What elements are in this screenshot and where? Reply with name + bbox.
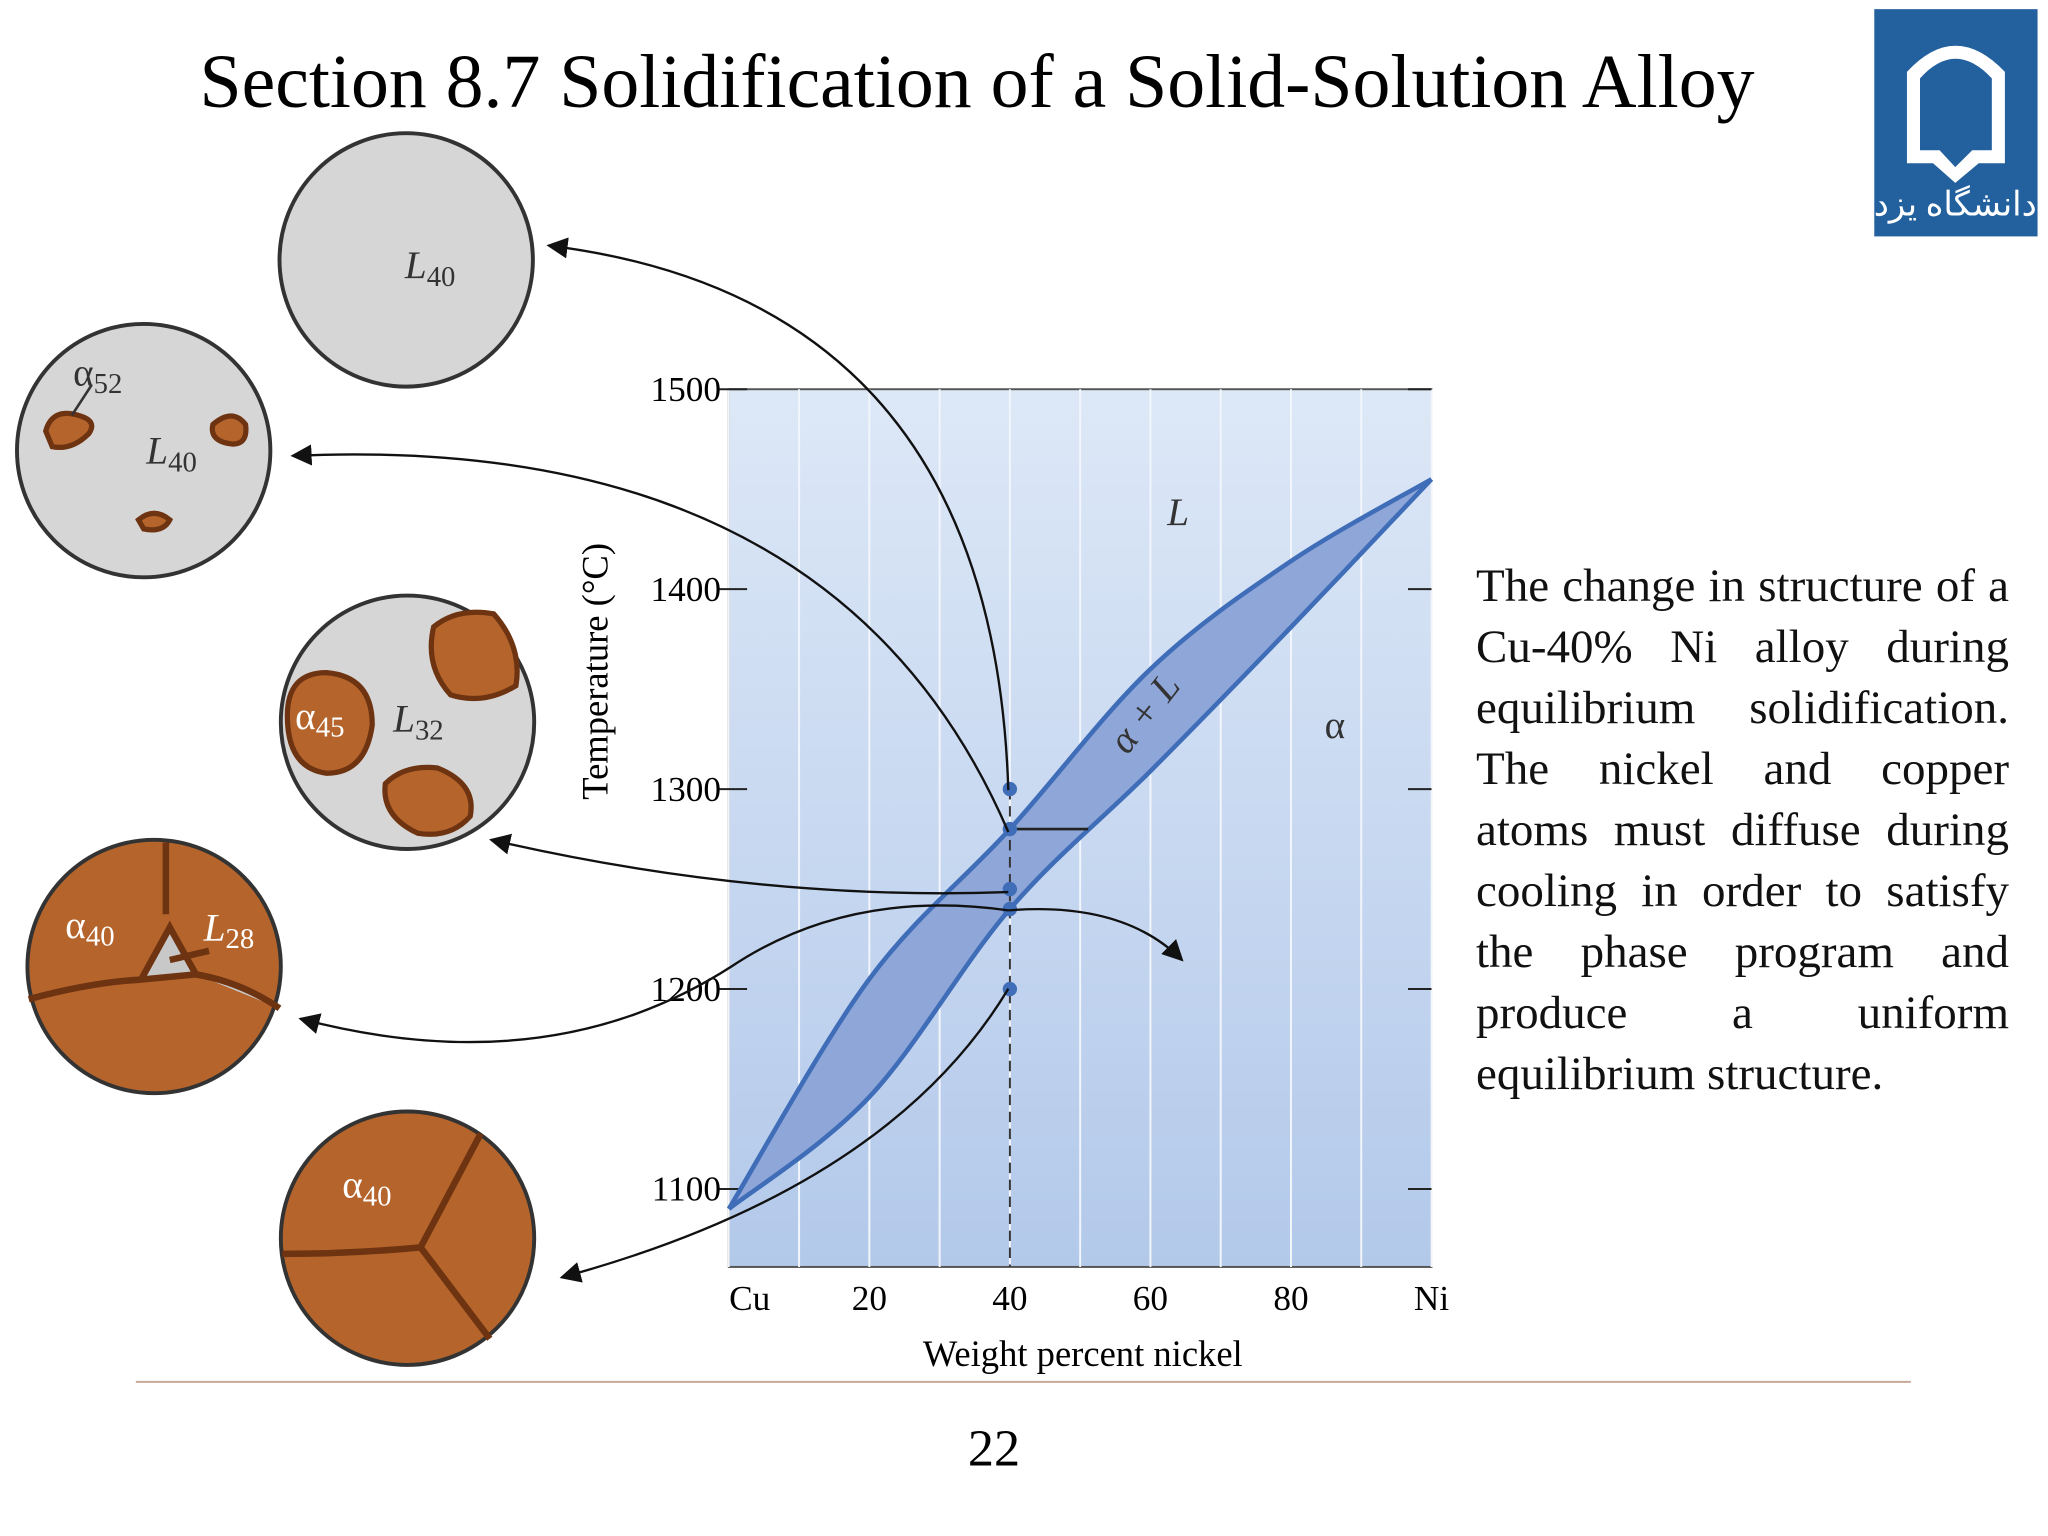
phase-label: L28 [203, 906, 255, 955]
x-axis-label: Weight percent nickel [923, 1333, 1243, 1374]
phase-subscript: 40 [427, 261, 456, 293]
arrow [489, 833, 1009, 895]
arrow [290, 444, 1010, 833]
micrograph [15, 321, 273, 580]
arrow [559, 988, 1010, 1283]
phase-symbol: L [392, 697, 415, 740]
logo-text: دانشگاه یزد [1874, 185, 2037, 225]
solidus [727, 477, 1434, 1211]
phase-label: L40 [404, 244, 456, 293]
y-tick-label: 1500 [650, 370, 721, 409]
body-text: The change in structure of a Cu-40% Ni a… [1476, 560, 2009, 1100]
phase-label: L32 [392, 697, 444, 746]
phase-subscript: 52 [94, 368, 123, 400]
x-tick-label: Cu [729, 1279, 771, 1318]
phase-symbol: α [65, 904, 86, 947]
phase-label: α40 [65, 904, 114, 953]
state-point [1002, 881, 1018, 897]
leader [70, 384, 93, 417]
state-point [1002, 781, 1018, 797]
arrow [546, 237, 1010, 791]
x-tick-label: 80 [1273, 1279, 1308, 1318]
alpha-grain [42, 410, 249, 533]
x-tick-label: 40 [992, 1279, 1027, 1318]
phase-symbol: α [295, 695, 316, 738]
arrows [290, 237, 1184, 1283]
phase-label: α45 [295, 695, 344, 744]
y-axis-label: Temperature (°C) [574, 543, 615, 800]
grain-boundary [27, 842, 282, 1012]
phase-subscript: 40 [86, 921, 115, 953]
y-tick-label: 1300 [650, 770, 721, 809]
x-tick-label: Ni [1414, 1279, 1449, 1318]
x-tick-label: 20 [852, 1279, 887, 1318]
phase-symbol: α [342, 1164, 363, 1207]
region-label: α [1325, 704, 1346, 747]
phase-symbol: α [73, 351, 94, 394]
y-tick-label: 1100 [652, 1170, 721, 1209]
phase-subscript: 45 [316, 712, 345, 744]
micrograph [277, 131, 535, 389]
phase-symbol: L [203, 906, 226, 949]
arrow [1008, 907, 1184, 962]
phase-label: α40 [342, 1164, 391, 1213]
logo: دانشگاه یزد [1874, 9, 2038, 237]
page-number: 22 [968, 1419, 1020, 1477]
arrow [298, 904, 1009, 1044]
phase-label: L40 [145, 430, 197, 479]
phase-symbol: L [404, 244, 427, 287]
grain-boundary [282, 1132, 493, 1341]
region-label: L [1166, 491, 1189, 534]
phase-symbol: L [145, 430, 168, 473]
y-tick-label: 1400 [650, 570, 721, 609]
phase-label: α52 [73, 351, 122, 400]
phase-subscript: 32 [415, 714, 444, 746]
slide-title: Section 8.7 Solidification of a Solid-So… [200, 40, 1755, 124]
phase-subscript: 28 [226, 923, 255, 955]
micrograph [278, 1109, 537, 1367]
alpha-grain [284, 609, 520, 837]
phase-subscript: 40 [363, 1181, 392, 1213]
state-point [1002, 901, 1018, 917]
liquidus [726, 477, 1433, 1211]
x-tick-label: 60 [1133, 1279, 1168, 1318]
phase-subscript: 40 [168, 447, 197, 479]
